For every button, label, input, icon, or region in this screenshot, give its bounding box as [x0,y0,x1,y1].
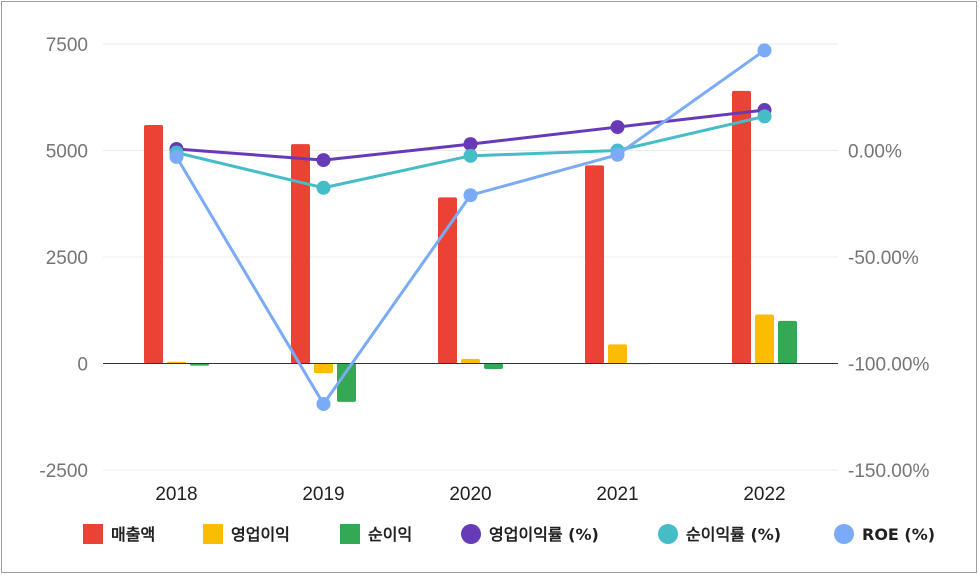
x-tick-label: 2022 [743,484,785,505]
legend-swatch-영업이익률 (%) [461,524,481,544]
bar-순이익-2020 [484,363,503,370]
x-tick-label: 2019 [302,484,344,505]
legend-label-순이익률 (%): 순이익률 (%) [686,525,781,544]
line-series [169,43,772,411]
bar-영업이익-2021 [608,344,627,364]
legend-label-순이익: 순이익 [368,525,412,544]
legend-label-매출액: 매출액 [111,525,155,544]
y-left-tick-label: 2500 [46,248,88,269]
x-tick-label: 2020 [449,484,491,505]
line-ROE (%) [175,49,766,406]
legend-swatch-순이익률 (%) [658,524,678,544]
legend-swatch-ROE (%) [834,524,854,544]
y-left-tick-label: 7500 [46,35,88,56]
point-순이익률 (%)-2020 [463,148,478,163]
right-axis-ticks: 0.00% -50.00% -100.00% -150.00% [848,142,929,483]
bar-영업이익-2019 [314,363,333,374]
point-ROE (%)-2018 [169,149,184,164]
bar-매출액-2020 [438,197,457,364]
point-ROE (%)-2021 [610,147,625,162]
bar-매출액-2019 [291,144,310,364]
bar-매출액-2021 [585,165,604,364]
point-ROE (%)-2022 [757,43,772,58]
legend-swatch-매출액 [83,524,103,544]
point-영업이익률 (%)-2019 [316,153,331,168]
legend-label-영업이익률 (%): 영업이익률 (%) [489,525,599,544]
y-left-tick-label: 0 [77,355,88,376]
bar-매출액-2022 [732,90,751,364]
y-right-tick-label: -150.00% [848,461,929,482]
bar-순이익-2019 [337,363,356,402]
point-영업이익률 (%)-2021 [610,120,625,135]
point-순이익률 (%)-2019 [316,180,331,195]
x-tick-label: 2021 [596,484,638,505]
point-ROE (%)-2019 [316,396,331,411]
y-right-tick-label: 0.00% [848,142,902,163]
legend-label-영업이익: 영업이익 [231,525,290,544]
y-left-tick-label: 5000 [46,142,88,163]
x-tick-label: 2018 [155,484,197,505]
legend-swatch-순이익 [340,524,360,544]
bar-영업이익-2022 [755,314,774,364]
point-ROE (%)-2020 [463,188,478,203]
x-axis-ticks: 2018 2019 2020 2021 2022 [155,484,785,505]
legend: 매출액 영업이익 순이익 영업이익률 (%) 순이익률 (%) ROE (%) [83,524,935,544]
gridlines [103,43,838,471]
left-axis-ticks: 7500 5000 2500 0 -2500 [39,35,88,482]
y-left-tick-label: -2500 [39,461,88,482]
legend-swatch-영업이익 [203,524,223,544]
bar-series [144,90,797,402]
bar-순이익-2022 [778,320,797,364]
bar-매출액-2018 [144,124,163,364]
y-right-tick-label: -50.00% [848,248,919,269]
bar-순이익-2018 [190,363,209,366]
point-순이익률 (%)-2022 [757,109,772,124]
bar-영업이익-2020 [461,358,480,364]
legend-label-ROE (%): ROE (%) [862,525,935,544]
point-영업이익률 (%)-2020 [463,137,478,152]
y-right-tick-label: -100.00% [848,355,929,376]
